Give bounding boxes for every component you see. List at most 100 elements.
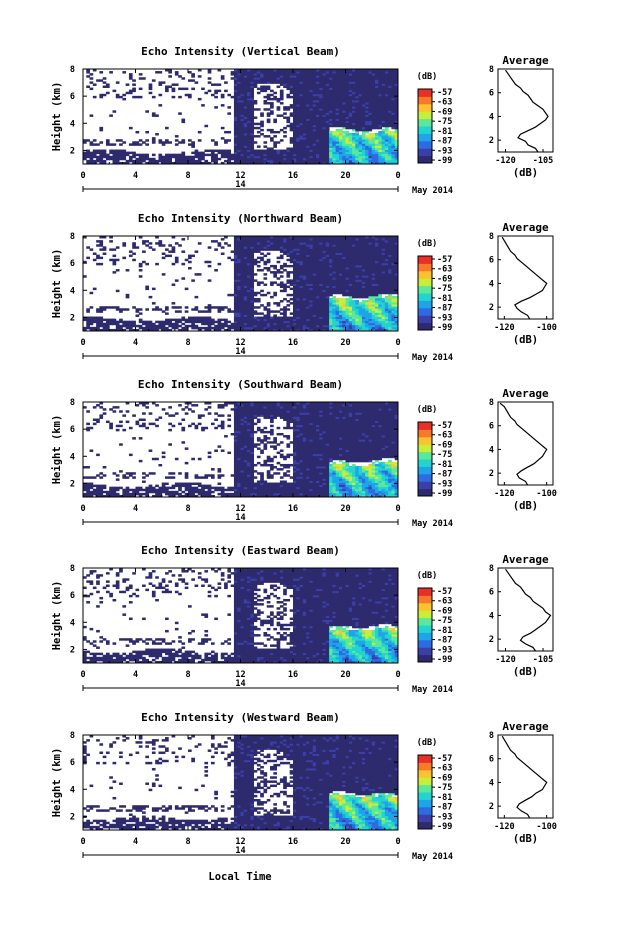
heatmap-cell	[178, 87, 182, 91]
heatmap-cell	[302, 271, 307, 274]
heatmap-cell	[283, 238, 287, 241]
heatmap-cell	[266, 120, 271, 124]
heatmap-cell	[109, 149, 113, 153]
heatmap-cell	[365, 128, 369, 132]
heatmap-cell	[368, 269, 373, 272]
heatmap-cell	[302, 112, 307, 115]
heatmap-cell	[335, 256, 340, 260]
heatmap-cell	[361, 143, 366, 146]
heatmap-cell	[105, 157, 110, 161]
heatmap-cell	[263, 322, 268, 326]
colorbar-tick-label: -93	[437, 146, 452, 156]
heatmap-cell	[312, 89, 317, 93]
heatmap-cell	[250, 159, 255, 163]
heatmap-cell	[115, 320, 120, 324]
heatmap-cell	[365, 89, 369, 93]
heatmap-cell	[361, 289, 366, 293]
heatmap-cell	[237, 159, 241, 163]
heatmap-cell	[384, 128, 389, 132]
heatmap-cell	[270, 324, 274, 328]
heatmap-cell	[329, 306, 333, 309]
heatmap-cell	[375, 236, 379, 239]
heatmap-cell	[371, 318, 376, 322]
heatmap-cell	[151, 328, 156, 332]
heatmap-cell	[306, 153, 310, 157]
heatmap-cell	[338, 87, 343, 91]
heatmap-cell	[237, 81, 241, 84]
heatmap-cell	[352, 87, 356, 91]
heatmap-cell	[302, 89, 307, 93]
heatmap-cell	[138, 324, 143, 328]
heatmap-cell	[296, 112, 300, 115]
heatmap-cell	[279, 324, 284, 328]
heatmap-cell	[299, 122, 304, 126]
heatmap-cell	[289, 122, 294, 126]
heatmap-cell	[210, 153, 215, 157]
heatmap-cell	[381, 141, 386, 144]
heatmap-cell	[217, 306, 222, 309]
heatmap-cell	[312, 295, 317, 299]
heatmap-cell	[263, 161, 268, 165]
heatmap-cell	[345, 244, 350, 247]
heatmap-cell	[283, 316, 287, 320]
heatmap-cell	[391, 310, 396, 313]
heatmap-cell	[250, 289, 255, 293]
heatmap-cell	[299, 250, 304, 253]
heatmap-cell	[283, 75, 287, 78]
heatmap-cell	[266, 244, 271, 247]
heatmap-cell	[319, 318, 323, 322]
heatmap-cell	[384, 271, 389, 274]
heatmap-cell	[253, 141, 258, 144]
heatmap-cell	[352, 306, 356, 309]
heatmap-cell	[217, 69, 222, 72]
heatmap-cell	[233, 291, 238, 295]
heatmap-cell	[178, 159, 182, 163]
heatmap-cell	[358, 310, 363, 313]
heatmap-cell	[230, 322, 235, 326]
heatmap-cell	[224, 89, 228, 93]
heatmap-cell	[240, 324, 245, 328]
heatmap	[83, 236, 399, 332]
heatmap-cell	[388, 242, 392, 245]
heatmap-cell	[345, 242, 350, 245]
heatmap-cell	[161, 161, 166, 165]
heatmap-cell	[319, 320, 323, 324]
heatmap-cell	[345, 240, 350, 243]
heatmap-cell	[332, 269, 337, 272]
heatmap-cell	[388, 151, 392, 155]
heatmap-cell	[184, 157, 189, 161]
heatmap-cell	[368, 139, 373, 142]
heatmap-cell	[299, 102, 304, 105]
x-tick-label: 20	[340, 171, 350, 181]
heatmap-cell	[233, 153, 238, 157]
heatmap-cell	[335, 95, 340, 99]
heatmap-cell	[299, 124, 304, 128]
heatmap-cell	[270, 73, 274, 76]
heatmap-cell	[214, 155, 218, 159]
heatmap-cell	[289, 141, 294, 144]
heatmap-cell	[319, 324, 323, 328]
heatmap-cell	[151, 114, 156, 117]
heatmap-cell	[240, 143, 245, 146]
heatmap-cell	[158, 81, 163, 84]
heatmap-cell	[263, 236, 268, 239]
heatmap-cell	[276, 114, 281, 117]
heatmap-cell	[224, 328, 228, 332]
heatmap-cell	[237, 89, 241, 93]
heatmap-cell	[279, 326, 284, 330]
heatmap-cell	[381, 279, 386, 282]
heatmap-cell	[204, 318, 209, 322]
heatmap-cell	[240, 104, 245, 107]
heatmap-cell	[309, 137, 314, 140]
heatmap-cell	[391, 143, 396, 146]
heatmap-cell	[365, 269, 369, 272]
heatmap-cell	[345, 116, 350, 119]
heatmap-cell	[345, 99, 350, 103]
heatmap-cell	[394, 118, 399, 122]
heatmap-cell	[378, 306, 382, 309]
heatmap-cell	[361, 262, 366, 266]
heatmap-cell	[371, 295, 376, 299]
heatmap-cell	[329, 81, 333, 84]
heatmap-cell	[142, 242, 146, 245]
heatmap-cell	[329, 137, 333, 140]
